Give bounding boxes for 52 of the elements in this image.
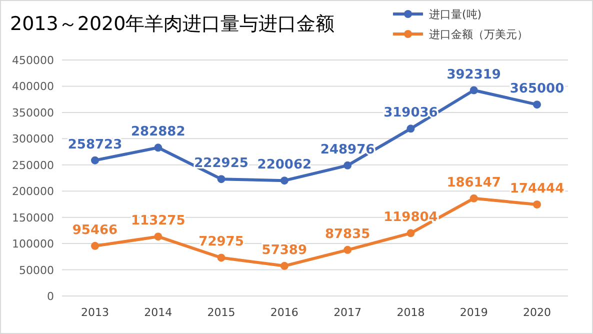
data-label: 258723 <box>68 137 122 152</box>
x-tick-label: 2016 <box>270 306 298 319</box>
y-tick-label: 200000 <box>12 185 54 198</box>
data-label: 365000 <box>510 82 564 97</box>
data-label: 113275 <box>131 214 186 229</box>
data-label: 220062 <box>257 158 312 173</box>
point <box>344 246 352 254</box>
data-label: 186147 <box>446 175 501 190</box>
y-tick-label: 0 <box>47 290 54 303</box>
y-tick-label: 300000 <box>12 132 54 146</box>
legend-label: 进口量(吨) <box>429 8 482 21</box>
point <box>217 175 226 184</box>
x-tick-label: 2013 <box>81 306 109 319</box>
data-label: 248976 <box>320 142 375 158</box>
point <box>280 262 288 270</box>
point <box>406 229 415 238</box>
point <box>470 86 478 94</box>
point <box>533 100 541 109</box>
point <box>154 144 162 152</box>
chart-title: 2013～2020年羊肉进口量与进口金额 <box>10 13 335 35</box>
data-label: 282882 <box>131 124 186 140</box>
point <box>344 161 352 170</box>
legend-label: 进口金额（万美元） <box>429 28 528 41</box>
point <box>217 254 226 262</box>
x-tick-label: 2017 <box>334 306 362 319</box>
data-label: 392319 <box>446 67 501 82</box>
data-label: 57389 <box>262 242 308 258</box>
point <box>470 194 478 202</box>
x-tick-label: 2014 <box>144 306 172 319</box>
data-label: 119804 <box>384 210 438 226</box>
point <box>280 176 288 185</box>
point <box>91 242 99 250</box>
x-tick-label: 2019 <box>460 306 488 319</box>
y-tick-label: 400000 <box>12 80 54 94</box>
y-tick-label: 50000 <box>19 264 54 277</box>
point <box>533 200 541 209</box>
y-tick-label: 100000 <box>12 238 54 251</box>
point <box>406 124 415 133</box>
data-label: 174444 <box>510 182 564 197</box>
x-tick-label: 2020 <box>523 306 551 319</box>
data-label: 72975 <box>198 234 244 250</box>
y-tick-label: 150000 <box>12 211 54 224</box>
x-tick-label: 2015 <box>207 306 236 319</box>
x-tick-label: 2018 <box>396 306 425 319</box>
data-label: 87835 <box>324 226 370 242</box>
point <box>154 232 162 241</box>
y-tick-label: 350000 <box>12 106 54 120</box>
point <box>91 156 99 164</box>
y-tick-label: 450000 <box>12 54 54 67</box>
y-tick-label: 250000 <box>12 158 54 172</box>
data-label: 222925 <box>194 156 248 172</box>
data-label: 95466 <box>72 222 118 238</box>
